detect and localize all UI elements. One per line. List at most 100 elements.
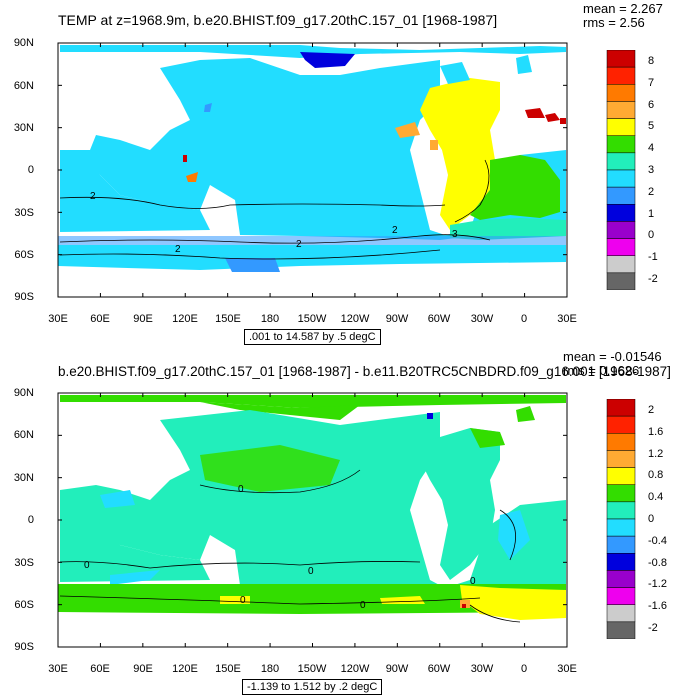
bottom-lon-tick: 150E xyxy=(215,663,241,675)
bottom-contour-label: 0 xyxy=(308,566,314,577)
top-lat-tick: 30N xyxy=(13,122,34,134)
top-lon-tick: 120W xyxy=(340,313,370,325)
top-lon-tick: 30W xyxy=(470,313,494,325)
colorbar-swatch xyxy=(606,621,636,639)
top-lon-tick: 90W xyxy=(385,313,409,325)
bottom-lat-tick: 30S xyxy=(14,557,34,569)
bottom-lon-tick: 90E xyxy=(133,663,153,675)
bottom-contour-label: 0 xyxy=(240,595,246,606)
colorbar-swatch xyxy=(606,467,636,485)
colorbar-swatch xyxy=(606,570,636,588)
top-lon-tick: 150W xyxy=(297,313,327,325)
colorbar-label: -2 xyxy=(648,273,658,286)
top-range-label: .001 to 14.587 by .5 degC xyxy=(244,329,381,345)
colorbar-label: 5 xyxy=(648,120,655,133)
top-contour-label: 3 xyxy=(452,229,458,240)
top-lat-tick: 60S xyxy=(14,249,34,261)
bottom-lon-tick: 120E xyxy=(172,663,198,675)
bottom-lon-tick: 60E xyxy=(90,663,110,675)
colorbar-label: -1 xyxy=(648,251,658,264)
colorbar-label: -1.2 xyxy=(648,578,667,591)
colorbar-label: 8 xyxy=(648,54,655,67)
bottom-lon-tick: 60W xyxy=(427,663,451,675)
bottom-lon-tick: 90W xyxy=(385,663,409,675)
colorbar-label: 4 xyxy=(648,142,655,155)
top-colorbar xyxy=(606,50,636,290)
bottom-contour-label: 0 xyxy=(84,560,90,571)
bottom-lat-tick: 60S xyxy=(14,599,34,611)
colorbar-swatch xyxy=(606,587,636,605)
bottom-lon-tick: 30W xyxy=(470,663,494,675)
bottom-contour-label: 0 xyxy=(238,484,244,495)
colorbar-label: 0 xyxy=(648,513,655,525)
bottom-contour-label: 0 xyxy=(360,600,366,611)
colorbar-label: 0 xyxy=(648,229,655,242)
top-lat-tick: 30S xyxy=(14,207,34,219)
colorbar-label: -1.6 xyxy=(648,600,667,613)
top-lat-tick: 0 xyxy=(27,164,34,176)
top-lon-tick: 30E xyxy=(48,313,68,325)
bottom-lat-tick: 30N xyxy=(13,472,34,484)
top-lat-tick: 90S xyxy=(14,291,34,303)
top-lon-tick: 60E xyxy=(90,313,110,325)
colorbar-swatch xyxy=(606,553,636,571)
colorbar-swatch xyxy=(606,415,636,434)
colorbar-label: -2 xyxy=(648,622,658,635)
colorbar-label: 6 xyxy=(648,98,655,111)
bottom-lon-tick: 180 xyxy=(260,663,280,675)
colorbar-swatch xyxy=(606,272,636,290)
top-mean: mean = 2.267 xyxy=(583,1,663,16)
colorbar-swatch xyxy=(606,433,636,451)
bottom-lon-tick: 30E xyxy=(557,663,577,675)
colorbar-swatch xyxy=(606,518,636,537)
top-lat-tick: 60N xyxy=(13,80,34,92)
bottom-rms: rms = 0.1626 xyxy=(563,363,640,378)
colorbar-label: -0.8 xyxy=(648,556,667,569)
colorbar-label: 1 xyxy=(648,207,655,220)
top-axis-ticks xyxy=(57,42,568,298)
top-lon-tick: 120E xyxy=(172,313,198,325)
colorbar-swatch xyxy=(606,450,636,468)
bottom-chart-title: b.e20.BHIST.f09_g17.20thC.157_01 [1968-1… xyxy=(58,364,671,379)
colorbar-label: 3 xyxy=(648,164,655,176)
top-lon-tick: 0 xyxy=(520,313,528,325)
top-rms: rms = 2.56 xyxy=(583,15,645,30)
bottom-lon-tick: 0 xyxy=(520,663,528,675)
bottom-lat-tick: 90S xyxy=(14,641,34,653)
colorbar-label: 0.4 xyxy=(648,491,664,504)
bottom-range-label: -1.139 to 1.512 by .2 degC xyxy=(242,679,383,695)
top-contour-label: 2 xyxy=(392,225,398,236)
bottom-lat-tick: 60N xyxy=(13,429,34,441)
top-chart-title: TEMP at z=1968.9m, b.e20.BHIST.f09_g17.2… xyxy=(58,12,498,28)
bottom-lon-tick: 30E xyxy=(48,663,68,675)
top-contour-label: 2 xyxy=(296,239,302,250)
top-lon-tick: 180 xyxy=(260,313,280,325)
colorbar-swatch xyxy=(606,399,636,417)
top-lon-tick: 30E xyxy=(557,313,577,325)
top-lon-tick: 150E xyxy=(215,313,241,325)
bottom-colorbar xyxy=(606,399,636,639)
bottom-lon-tick: 150W xyxy=(297,663,327,675)
colorbar-swatch xyxy=(606,484,636,503)
colorbar-label: 7 xyxy=(648,76,655,89)
colorbar-label: 0.8 xyxy=(648,469,664,482)
top-contour-label: 2 xyxy=(175,244,181,255)
colorbar-label: 1.2 xyxy=(648,447,664,460)
colorbar-label: 1.6 xyxy=(648,425,664,438)
colorbar-swatch xyxy=(606,535,636,554)
bottom-contour-label: 0 xyxy=(470,576,476,587)
top-map-plot: 2 2 2 2 3 xyxy=(57,42,568,298)
colorbar-label: -0.4 xyxy=(648,534,667,547)
top-lat-tick: 90N xyxy=(13,37,34,49)
bottom-axis-ticks xyxy=(57,392,568,648)
top-contour-label: 2 xyxy=(90,191,96,202)
bottom-lat-tick: 0 xyxy=(27,514,34,526)
colorbar-swatch xyxy=(606,501,636,520)
top-lon-tick: 90E xyxy=(133,313,153,325)
bottom-lon-tick: 120W xyxy=(340,663,370,675)
bottom-lat-tick: 90N xyxy=(13,387,34,399)
colorbar-label: 2 xyxy=(648,185,655,198)
top-lon-tick: 60W xyxy=(427,313,451,325)
colorbar-label: 2 xyxy=(648,403,655,416)
